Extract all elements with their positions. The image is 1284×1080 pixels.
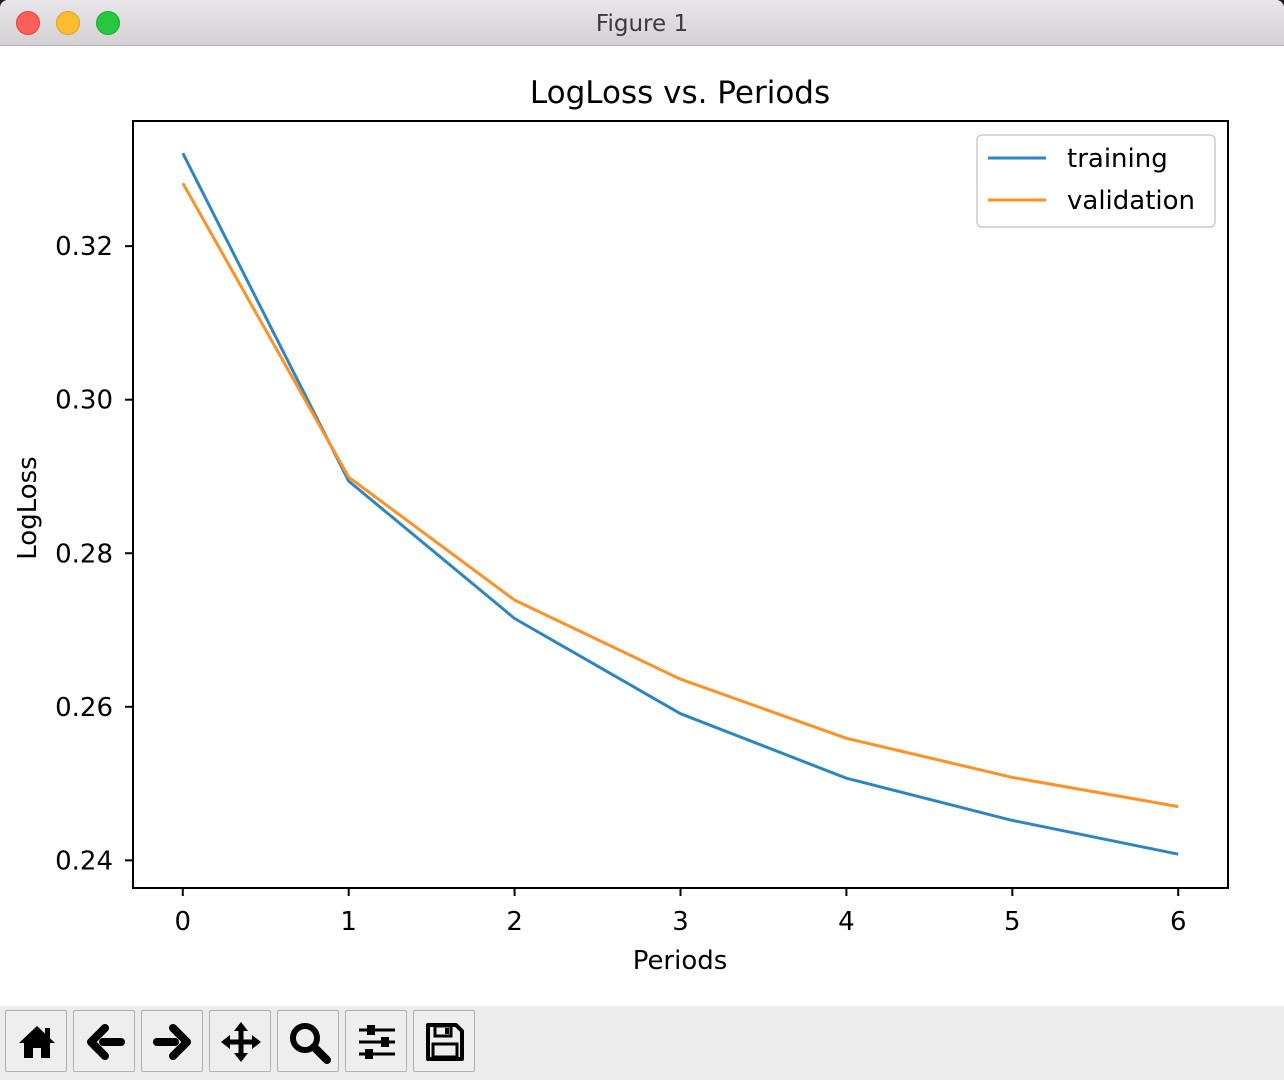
sliders-icon — [359, 1025, 395, 1059]
y-tick-label: 0.24 — [55, 846, 113, 876]
y-tick-label: 0.26 — [55, 693, 113, 723]
y-axis: 0.24 0.26 0.28 0.30 0.32 — [55, 232, 133, 876]
x-tick-label: 2 — [506, 907, 523, 937]
maximize-window-button[interactable] — [96, 11, 120, 35]
y-axis-label: LogLoss — [13, 456, 43, 559]
line-chart: LogLoss vs. Periods 0 1 2 3 4 5 6 0.24 0.26 0.28… — [13, 75, 1229, 976]
x-tick-label: 5 — [1004, 907, 1021, 937]
save-figure-button[interactable] — [413, 1010, 475, 1072]
y-tick-label: 0.28 — [55, 539, 113, 569]
configure-subplots-button[interactable] — [345, 1010, 407, 1072]
title-bar[interactable]: Figure 1 — [0, 0, 1284, 46]
x-tick-label: 4 — [838, 907, 855, 937]
plot-area-frame — [132, 120, 1229, 889]
home-icon — [19, 1026, 55, 1058]
window-title: Figure 1 — [595, 11, 689, 37]
move-icon — [221, 1022, 261, 1062]
legend: training validation — [976, 134, 1216, 228]
arrow-right-icon — [153, 1024, 191, 1060]
x-axis: 0 1 2 3 4 5 6 — [174, 888, 1187, 937]
series-line-training — [181, 152, 1179, 856]
x-tick-label: 6 — [1170, 907, 1187, 937]
x-tick-label: 3 — [672, 907, 689, 937]
forward-button[interactable] — [141, 1010, 203, 1072]
x-tick-label: 0 — [174, 907, 191, 937]
x-tick-label: 1 — [340, 907, 357, 937]
legend-label-validation: validation — [1067, 186, 1195, 216]
y-tick-label: 0.32 — [55, 232, 113, 262]
legend-label-training: training — [1067, 144, 1168, 174]
magnifier-icon — [290, 1023, 331, 1064]
series-line-validation — [181, 182, 1179, 809]
plot-lines — [181, 152, 1179, 856]
zoom-button[interactable] — [277, 1010, 339, 1072]
y-tick-label: 0.30 — [55, 386, 113, 416]
chart-title: LogLoss vs. Periods — [530, 75, 830, 111]
figure-canvas[interactable]: LogLoss vs. Periods 0 1 2 3 4 5 6 0.24 0.26 0.28… — [0, 46, 1284, 1006]
close-window-button[interactable] — [16, 11, 40, 35]
arrow-left-icon — [87, 1024, 125, 1060]
pan-button[interactable] — [209, 1010, 271, 1072]
back-button[interactable] — [73, 1010, 135, 1072]
home-button[interactable] — [5, 1010, 67, 1072]
navigation-toolbar — [0, 1006, 1284, 1080]
minimize-window-button[interactable] — [56, 11, 80, 35]
floppy-disk-icon — [426, 1023, 464, 1061]
x-axis-label: Periods — [633, 946, 728, 976]
